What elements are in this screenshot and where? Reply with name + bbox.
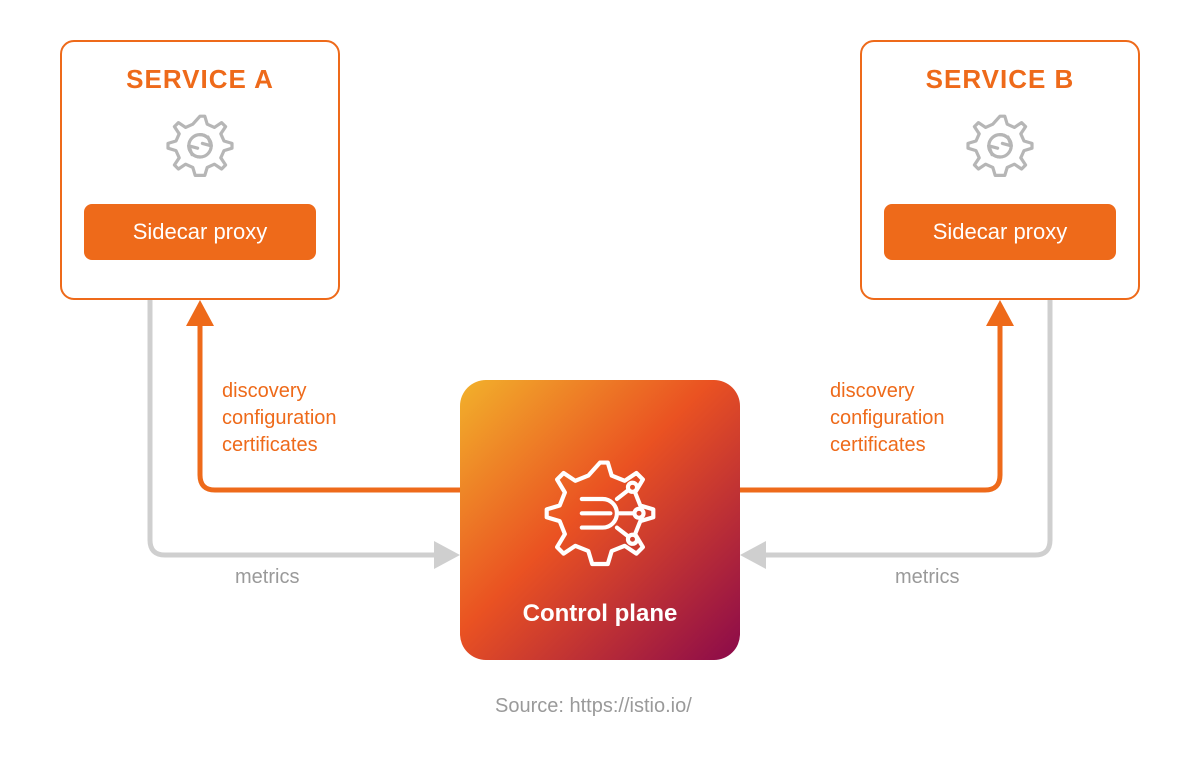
source-label: Source: https://istio.io/ (495, 695, 692, 718)
gear-icon (160, 105, 240, 190)
control-plane-title: Control plane (523, 600, 678, 628)
sidecar-proxy-a: Sidecar proxy (84, 204, 316, 260)
gear-icon (960, 105, 1040, 190)
service-a-box: SERVICE A Sidecar proxy (60, 40, 340, 300)
service-b-box: SERVICE B Sidecar proxy (860, 40, 1140, 300)
control-plane-box: Control plane (460, 380, 740, 660)
sidecar-proxy-b: Sidecar proxy (884, 204, 1116, 260)
flow-labels-right: discovery configuration certificates (830, 378, 945, 459)
flow-label-configuration: configuration (830, 405, 945, 432)
service-a-title: SERVICE A (126, 64, 274, 95)
metrics-label-left: metrics (235, 566, 299, 589)
diagram-canvas: SERVICE A Sidecar proxy SERVICE B (0, 0, 1200, 779)
service-b-title: SERVICE B (926, 64, 1075, 95)
circuit-gear-icon (535, 447, 665, 582)
metrics-label-right: metrics (895, 566, 959, 589)
flow-label-certificates: certificates (830, 432, 945, 459)
flow-label-certificates: certificates (222, 432, 337, 459)
flow-label-configuration: configuration (222, 405, 337, 432)
flow-label-discovery: discovery (830, 378, 945, 405)
flow-label-discovery: discovery (222, 378, 337, 405)
flow-labels-left: discovery configuration certificates (222, 378, 337, 459)
